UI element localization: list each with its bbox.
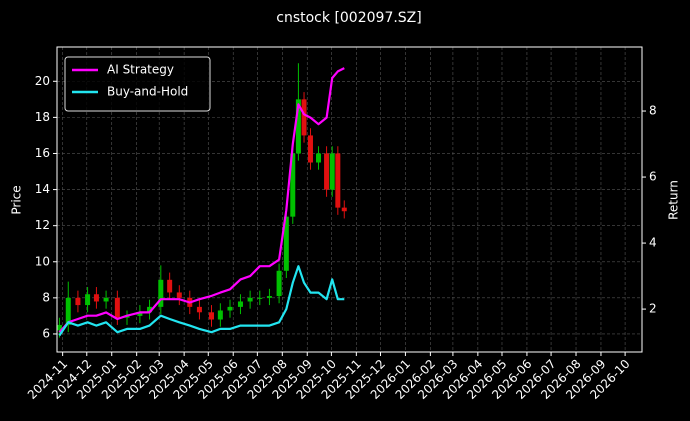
candle-body xyxy=(85,294,91,306)
candle-body xyxy=(93,294,99,302)
candle-body xyxy=(324,153,330,190)
candle-body xyxy=(196,306,202,313)
legend-label: AI Strategy xyxy=(107,63,174,77)
candle-body xyxy=(227,306,233,311)
candle-body xyxy=(316,153,322,163)
candle-body xyxy=(75,297,81,306)
candle-body xyxy=(247,297,253,302)
y-tick-label: 8 xyxy=(42,290,50,304)
candle-body xyxy=(56,324,62,331)
y2-tick-label: 6 xyxy=(649,170,657,184)
y-tick-label: 10 xyxy=(35,254,50,268)
y-tick-label: 16 xyxy=(35,146,50,160)
candle-body xyxy=(158,279,164,307)
candle-body xyxy=(283,216,289,271)
y-tick-label: 18 xyxy=(35,110,50,124)
legend-box xyxy=(64,56,211,112)
candle-body xyxy=(208,312,214,320)
candle-body xyxy=(237,301,243,307)
y-tick-label: 12 xyxy=(35,218,50,232)
y2-tick-label: 8 xyxy=(649,104,657,118)
y2-axis-label: Return xyxy=(667,180,681,220)
y2-tick-label: 2 xyxy=(649,302,657,316)
candle-body xyxy=(266,296,272,298)
candle-body xyxy=(65,297,71,325)
candle-body xyxy=(217,310,223,320)
legend: AI Strategy Buy-and-Hold xyxy=(64,56,211,112)
series-line xyxy=(58,67,345,333)
candle-body xyxy=(301,99,307,136)
candle-body xyxy=(114,297,120,318)
y-tick-label: 6 xyxy=(42,326,50,340)
candle-body xyxy=(276,270,282,297)
candle-body xyxy=(147,306,153,313)
candle-body xyxy=(137,312,143,316)
candle-body xyxy=(335,153,341,208)
y-axis-label: Price xyxy=(10,185,24,214)
candle-body xyxy=(257,297,263,299)
plot-frame xyxy=(56,46,643,353)
series-line xyxy=(58,265,345,337)
y-tick-label: 20 xyxy=(35,74,50,88)
candle-body xyxy=(341,207,347,212)
y2-tick-label: 4 xyxy=(649,236,657,250)
candle-body xyxy=(295,99,301,154)
candle-body xyxy=(176,292,182,298)
candle-body xyxy=(329,153,335,190)
candle-body xyxy=(307,135,313,163)
y-tick-label: 14 xyxy=(35,182,50,196)
candle-body xyxy=(103,297,109,302)
legend-label: Buy-and-Hold xyxy=(107,85,188,99)
chart-title: cnstock [002097.SZ] xyxy=(276,10,421,26)
candle-body xyxy=(167,279,173,293)
candle-body xyxy=(290,153,296,217)
